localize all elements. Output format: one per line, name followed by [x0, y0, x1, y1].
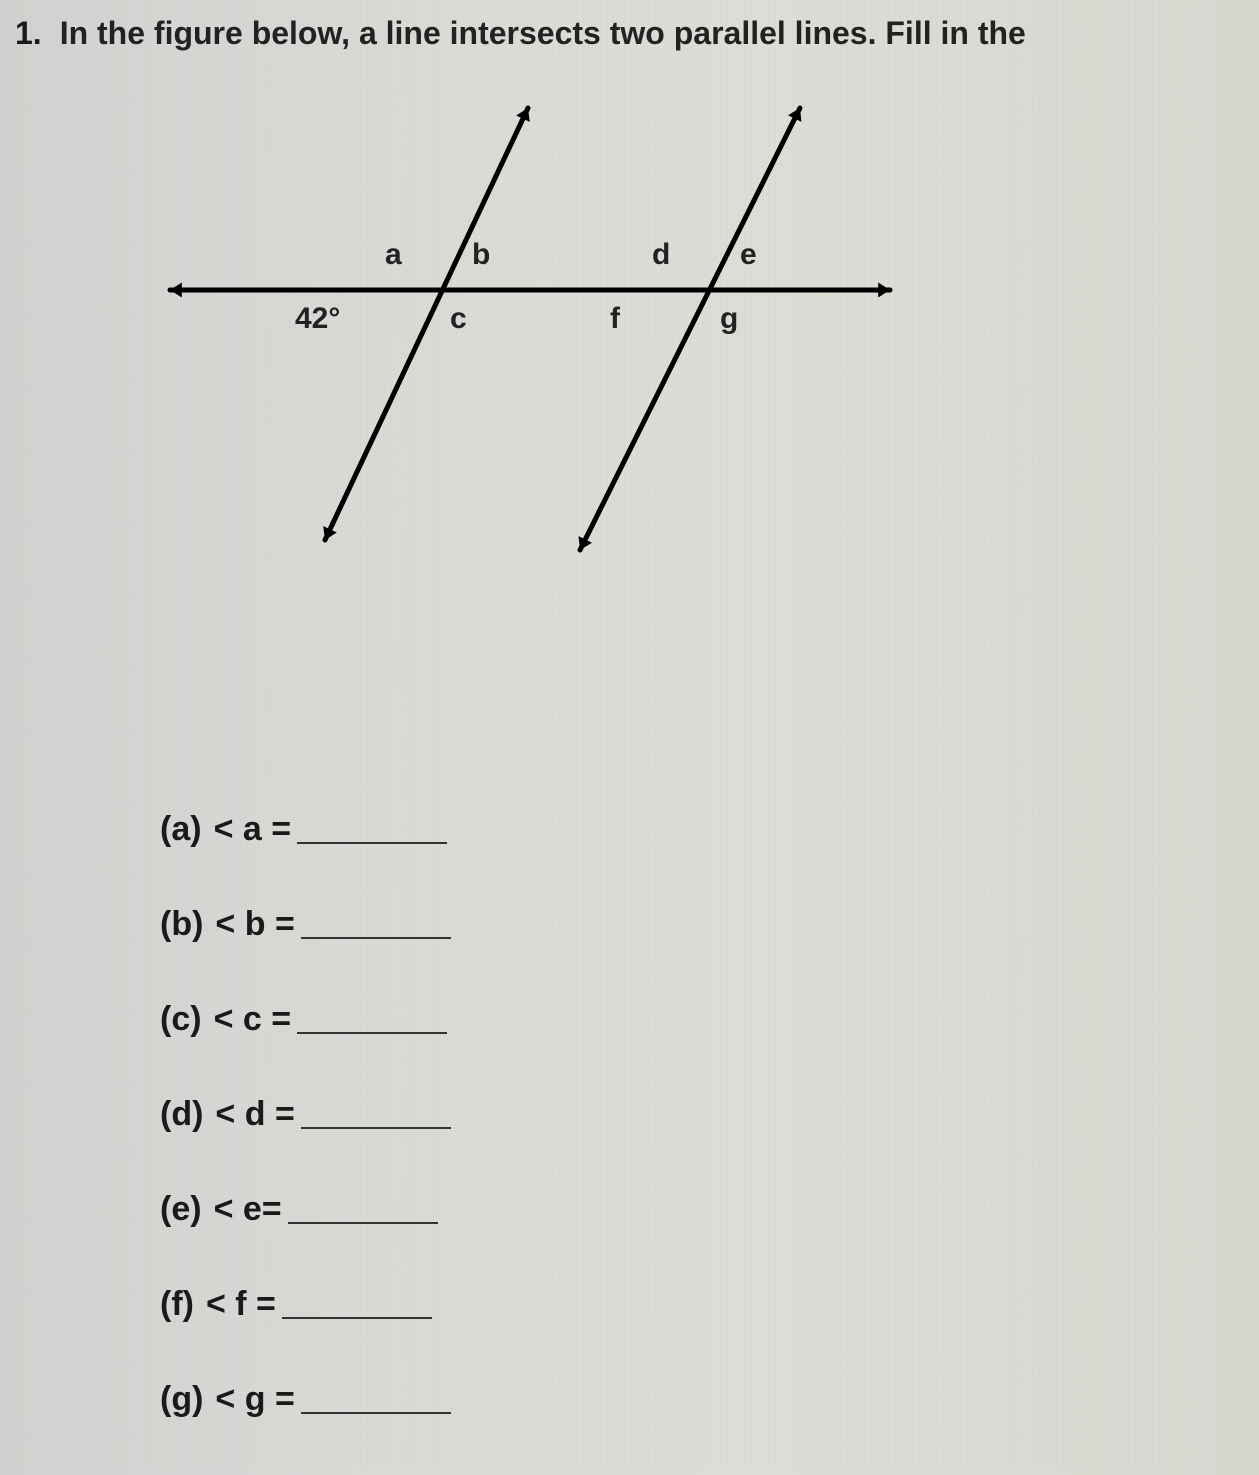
answer-letter: (d) [160, 1095, 203, 1134]
answer-blank [301, 933, 451, 939]
answer-row-e: (e) < e= [160, 1190, 451, 1229]
answer-blank [297, 838, 447, 844]
angle-label-known: 42° [295, 302, 340, 336]
answer-blank [288, 1218, 438, 1224]
answer-blank [301, 1123, 451, 1129]
answer-row-f: (f) < f = [160, 1285, 451, 1324]
angle-label-a: a [385, 238, 402, 272]
answer-sym: < f = [206, 1285, 276, 1324]
angle-label-e: e [740, 238, 757, 272]
answer-sym: < a = [214, 810, 292, 849]
answer-letter: (g) [160, 1380, 203, 1419]
angle-label-b: b [472, 238, 490, 272]
answer-letter: (a) [160, 810, 202, 849]
answer-row-d: (d) < d = [160, 1095, 451, 1134]
angle-label-d: d [652, 238, 670, 272]
answer-sym: < g = [215, 1380, 294, 1419]
diagram-svg [160, 90, 960, 570]
angle-label-c: c [450, 302, 467, 336]
answer-letter: (b) [160, 905, 203, 944]
answer-letter: (f) [160, 1285, 194, 1324]
answer-blank [301, 1408, 451, 1414]
question-text: In the figure below, a line intersects t… [60, 15, 1026, 52]
angle-label-g: g [720, 302, 738, 336]
answer-row-g: (g) < g = [160, 1380, 451, 1419]
answers-list: (a) < a = (b) < b = (c) < c = (d) < d = … [160, 810, 451, 1475]
answer-row-a: (a) < a = [160, 810, 451, 849]
answer-row-b: (b) < b = [160, 905, 451, 944]
answer-sym: < b = [215, 905, 294, 944]
question-number: 1. [15, 15, 42, 52]
answer-blank [297, 1028, 447, 1034]
answer-row-c: (c) < c = [160, 1000, 451, 1039]
answer-sym: < d = [215, 1095, 294, 1134]
answer-blank [282, 1313, 432, 1319]
answer-sym: < c = [214, 1000, 292, 1039]
diagram-container: a b 42° c d e f g [160, 90, 960, 570]
answer-sym: < e= [214, 1190, 282, 1229]
angle-label-f: f [610, 302, 620, 336]
answer-letter: (c) [160, 1000, 202, 1039]
question-row: 1. In the figure below, a line intersect… [15, 15, 1026, 52]
answer-letter: (e) [160, 1190, 202, 1229]
